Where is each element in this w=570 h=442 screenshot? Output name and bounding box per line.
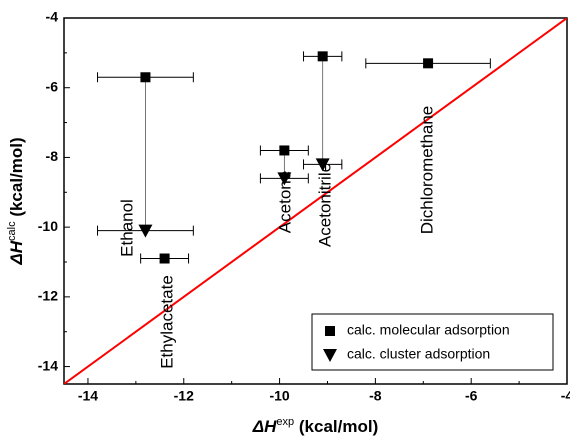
point [140, 72, 151, 83]
y-tick-label: -14 [38, 357, 58, 373]
axis-superscript: calc [6, 221, 18, 241]
point [277, 172, 292, 186]
legend-label: calc. cluster adsorption [347, 346, 490, 362]
y-tick-label: -4 [46, 9, 59, 25]
compound-label: Dichloromethane [417, 106, 436, 235]
x-tick-label: -4 [561, 388, 570, 404]
axis-superscript: exp [276, 416, 294, 428]
x-tick-label: -8 [369, 388, 382, 404]
y-tick-label: -12 [38, 288, 58, 304]
x-tick-label: -6 [465, 388, 478, 404]
compound-label: Ethylacetate [157, 275, 176, 369]
y-tick-label: -6 [46, 78, 59, 94]
x-tick-label: -10 [269, 388, 289, 404]
point [279, 145, 290, 156]
x-tick-label: -14 [78, 388, 98, 404]
compound-label: Acetone [275, 171, 294, 233]
axis-unit: (kcal/mol) [294, 417, 378, 436]
y-tick-label: -10 [38, 218, 58, 234]
legend-box [311, 313, 554, 371]
compound-label: Acetonitrile [315, 163, 334, 247]
axis-symbol: ΔH [252, 417, 277, 436]
point [159, 253, 170, 264]
legend-marker [325, 326, 335, 336]
x-tick-label: -12 [174, 388, 194, 404]
plot-frame [63, 17, 568, 385]
compound-label: Ethanol [117, 199, 136, 257]
reference-line [64, 18, 567, 384]
legend-label: calc. molecular adsorption [347, 322, 510, 338]
point [317, 51, 328, 62]
x_label: ΔHexp (kcal/mol) [252, 416, 379, 437]
legend-marker [323, 349, 337, 362]
y-tick-label: -8 [46, 148, 59, 164]
point [423, 58, 434, 69]
axis-unit: (kcal/mol) [7, 137, 26, 221]
y_label: ΔHcalc (kcal/mol) [6, 137, 27, 265]
point [315, 158, 330, 172]
axis-symbol: ΔH [7, 240, 26, 265]
point [138, 224, 153, 238]
